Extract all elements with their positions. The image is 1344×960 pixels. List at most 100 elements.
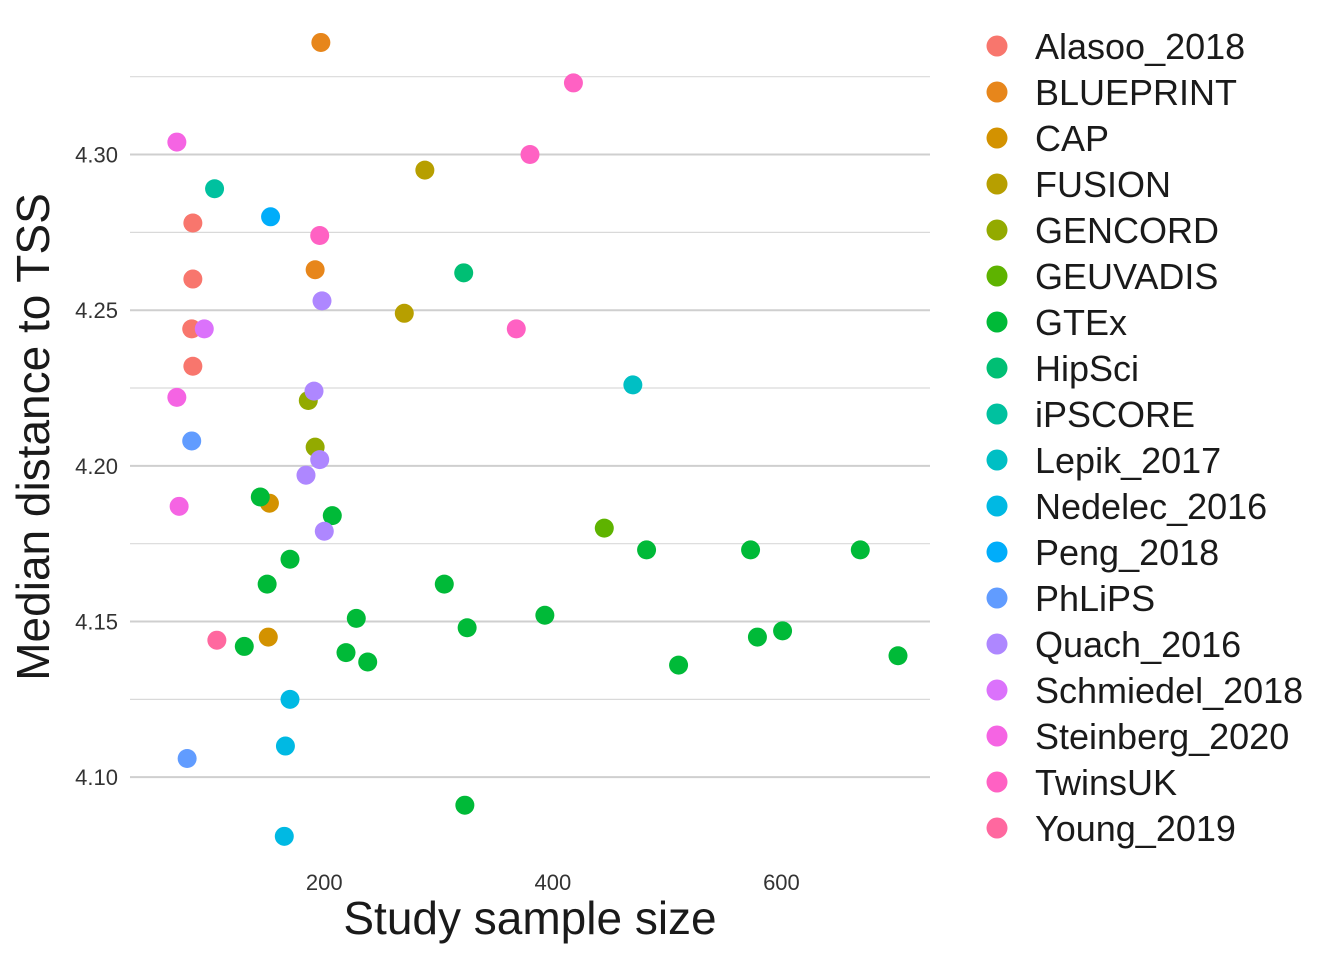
data-point [434,574,454,594]
legend-key [986,587,1008,609]
legend-key [986,449,1008,471]
data-point [312,291,332,311]
data-point [336,643,356,663]
legend-key [986,495,1008,517]
data-point [669,655,689,675]
legend-label: Nedelec_2016 [1035,486,1267,527]
data-point [322,506,342,526]
legend-key [986,219,1008,241]
grid-lines [130,76,930,779]
legend-key [986,127,1008,149]
legend-label: Peng_2018 [1035,532,1219,573]
data-point [167,387,187,407]
legend-label: Lepik_2017 [1035,440,1221,481]
legend-label: iPSCORE [1035,394,1195,435]
legend-key [986,35,1008,57]
legend-key [986,633,1008,655]
legend-label: Young_2019 [1035,808,1236,849]
data-point [850,540,870,560]
data-point [563,73,583,93]
data-point [250,487,270,507]
legend-key [986,173,1008,195]
y-tick-label: 4.15 [75,610,118,635]
legend-label: BLUEPRINT [1035,72,1237,113]
data-point [275,736,295,756]
x-tick-label: 600 [763,870,800,895]
data-point [594,518,614,538]
legend-key [986,817,1008,839]
legend-label: HipSci [1035,348,1139,389]
data-point [457,618,477,638]
legend-key [986,357,1008,379]
legend-key [986,679,1008,701]
data-point [280,549,300,569]
x-tick-label: 400 [534,870,571,895]
data-point [520,145,540,165]
data-point [455,795,475,815]
y-tick-label: 4.10 [75,765,118,790]
legend-key [986,311,1008,333]
legend-label: PhLiPS [1035,578,1155,619]
data-point [234,636,254,656]
data-point [183,356,203,376]
legend-label: GENCORD [1035,210,1219,251]
data-point [637,540,657,560]
data-point [305,260,325,280]
legend-label: FUSION [1035,164,1171,205]
data-point [261,207,281,227]
legend-key [986,403,1008,425]
data-point [773,621,793,641]
y-tick-label: 4.25 [75,298,118,323]
data-point [346,608,366,628]
axis-tick-labels: 4.10 4.15 4.20 4.25 4.30 200 400 600 [75,143,800,895]
legend-key [986,771,1008,793]
legend-key [986,81,1008,103]
legend-key [986,541,1008,563]
data-point [741,540,761,560]
legend-label: GTEx [1035,302,1127,343]
data-point [394,303,414,323]
data-points [167,32,908,846]
y-tick-label: 4.30 [75,143,118,168]
y-tick-label: 4.20 [75,454,118,479]
data-point [415,160,435,180]
data-point [274,826,294,846]
data-point [182,431,202,451]
legend-label: Alasoo_2018 [1035,26,1245,67]
legend-key [986,265,1008,287]
y-axis-title: Median distance to TSS [7,193,59,681]
legend-label: Quach_2016 [1035,624,1241,665]
legend-label: GEUVADIS [1035,256,1218,297]
data-point [183,213,203,233]
data-point [207,630,227,650]
legend-label: Steinberg_2020 [1035,716,1289,757]
x-tick-label: 200 [306,870,343,895]
data-point [167,132,187,152]
data-point [280,689,300,709]
data-point [205,179,225,199]
legend-label: CAP [1035,118,1109,159]
data-point [257,574,277,594]
data-point [506,319,526,339]
data-point [314,521,334,541]
data-point [169,496,189,516]
data-point [177,748,197,768]
data-point [747,627,767,647]
data-point [183,269,203,289]
data-point [194,319,214,339]
data-point [310,450,330,470]
data-point [358,652,378,672]
data-point [623,375,643,395]
legend: Alasoo_2018 BLUEPRINT CAP FUSION GENCORD GEUV… [986,26,1303,849]
data-point [258,627,278,647]
legend-label: Schmiedel_2018 [1035,670,1303,711]
legend-key [986,725,1008,747]
data-point [304,381,324,401]
data-point [535,605,555,625]
data-point [296,465,316,485]
data-point [310,225,330,245]
legend-label: TwinsUK [1035,762,1177,803]
data-point [311,32,331,52]
data-point [454,263,474,283]
